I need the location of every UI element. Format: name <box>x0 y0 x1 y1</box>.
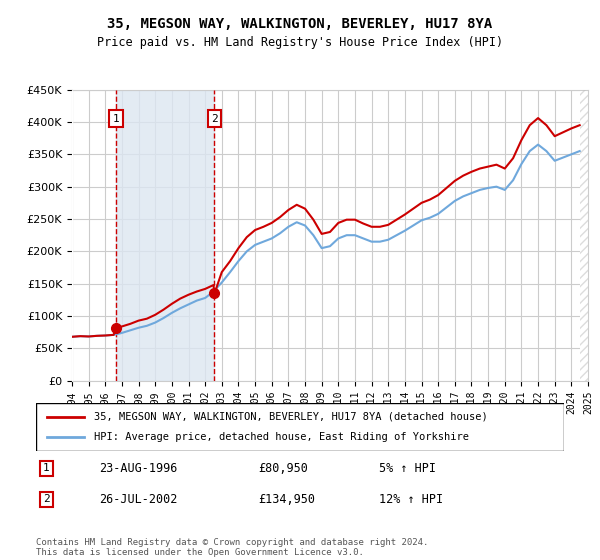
Text: Price paid vs. HM Land Registry's House Price Index (HPI): Price paid vs. HM Land Registry's House … <box>97 36 503 49</box>
Text: 2: 2 <box>211 114 218 124</box>
Text: 2: 2 <box>43 494 50 505</box>
Text: £134,950: £134,950 <box>258 493 315 506</box>
Bar <box>580 90 588 381</box>
Text: 23-AUG-1996: 23-AUG-1996 <box>100 462 178 475</box>
Text: Contains HM Land Registry data © Crown copyright and database right 2024.
This d: Contains HM Land Registry data © Crown c… <box>36 538 428 557</box>
Text: HPI: Average price, detached house, East Riding of Yorkshire: HPI: Average price, detached house, East… <box>94 432 469 442</box>
Text: 35, MEGSON WAY, WALKINGTON, BEVERLEY, HU17 8YA: 35, MEGSON WAY, WALKINGTON, BEVERLEY, HU… <box>107 17 493 31</box>
Text: £80,950: £80,950 <box>258 462 308 475</box>
Bar <box>116 90 214 381</box>
Text: 1: 1 <box>113 114 119 124</box>
Text: 5% ↑ HPI: 5% ↑ HPI <box>379 462 436 475</box>
Text: 12% ↑ HPI: 12% ↑ HPI <box>379 493 443 506</box>
Text: 26-JUL-2002: 26-JUL-2002 <box>100 493 178 506</box>
Bar <box>580 90 588 381</box>
Text: 35, MEGSON WAY, WALKINGTON, BEVERLEY, HU17 8YA (detached house): 35, MEGSON WAY, WALKINGTON, BEVERLEY, HU… <box>94 412 488 422</box>
Text: 1: 1 <box>43 463 50 473</box>
FancyBboxPatch shape <box>36 403 564 451</box>
